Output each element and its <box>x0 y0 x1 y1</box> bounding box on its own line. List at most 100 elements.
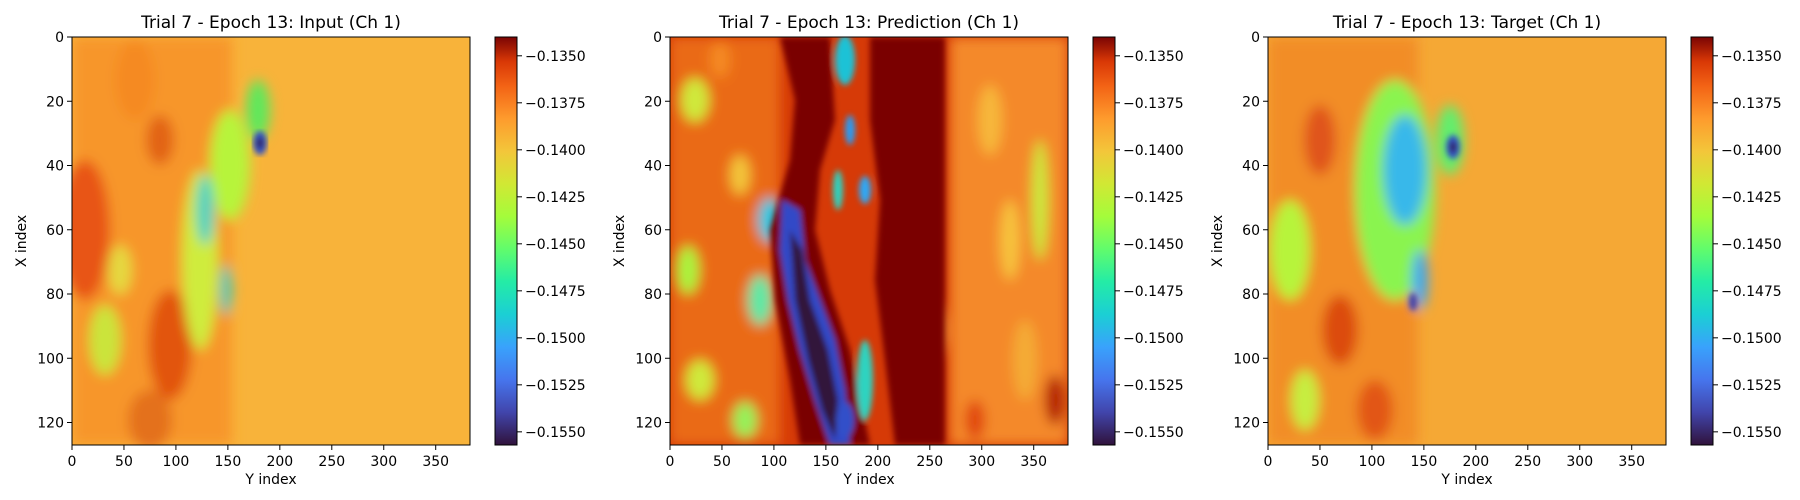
x-tick-label: 50 <box>1311 454 1329 470</box>
y-tick-label: 80 <box>644 287 662 303</box>
x-tick-label: 250 <box>916 454 943 470</box>
x-ticks: 0 50 100 150 200 250 300 350 <box>68 445 449 470</box>
x-tick-label: 100 <box>761 454 788 470</box>
colorbar: −0.1350 −0.1375 −0.1400 −0.1425 −0.1450 −0.14… <box>1092 36 1184 446</box>
y-tick-label: 80 <box>46 287 64 303</box>
colorbar-tick-label: −0.1375 <box>1123 96 1184 112</box>
x-tick-label: 250 <box>1514 454 1541 470</box>
colorbar-tick-label: −0.1450 <box>1123 237 1184 253</box>
axes-frame <box>71 36 471 446</box>
colorbar-tick-label: −0.1375 <box>1721 96 1782 112</box>
x-tick-label: 0 <box>1264 454 1273 470</box>
axes-frame <box>1267 36 1667 446</box>
axes-frame <box>669 36 1069 446</box>
y-tick-label: 100 <box>37 351 64 367</box>
x-tick-label: 200 <box>1462 454 1489 470</box>
colorbar-tick-label: −0.1500 <box>525 331 586 347</box>
x-tick-label: 50 <box>713 454 731 470</box>
x-tick-label: 150 <box>813 454 840 470</box>
x-tick-label: 350 <box>1618 454 1645 470</box>
y-tick-label: 120 <box>635 416 662 432</box>
y-axis-label: X index <box>1210 215 1226 267</box>
x-tick-label: 0 <box>68 454 77 470</box>
y-tick-label: 40 <box>46 159 64 175</box>
colorbar-ticks: −0.1350 −0.1375 −0.1400 −0.1425 −0.1450 −0.14… <box>517 49 586 441</box>
y-tick-label: 20 <box>1242 94 1260 110</box>
panel-title: Trial 7 - Epoch 13: Input (Ch 1) <box>140 13 401 33</box>
panel-target: Trial 7 - Epoch 13: Target (Ch 1) <box>1210 13 1782 488</box>
colorbar-tick-label: −0.1550 <box>525 425 586 441</box>
colorbar-tick-label: −0.1475 <box>1123 284 1184 300</box>
colorbar-tick-label: −0.1400 <box>1123 143 1184 159</box>
y-tick-label: 100 <box>1233 351 1260 367</box>
y-tick-label: 60 <box>644 223 662 239</box>
colorbar-tick-label: −0.1475 <box>1721 284 1782 300</box>
y-tick-label: 60 <box>1242 223 1260 239</box>
x-tick-label: 200 <box>864 454 891 470</box>
colorbar-tick-label: −0.1400 <box>1721 143 1782 159</box>
colorbar-tick-label: −0.1350 <box>1721 49 1782 65</box>
panel-title: Trial 7 - Epoch 13: Target (Ch 1) <box>1332 13 1601 33</box>
heatmap-image <box>72 37 470 445</box>
colorbar-tick-label: −0.1475 <box>525 284 586 300</box>
x-tick-label: 50 <box>115 454 133 470</box>
colorbar-tick-label: −0.1425 <box>1123 190 1184 206</box>
y-tick-label: 120 <box>37 416 64 432</box>
x-axis-label: Y index <box>1440 472 1492 488</box>
y-ticks: 0 20 40 60 80 100 120 <box>635 30 670 432</box>
colorbar-tick-label: −0.1525 <box>1123 378 1184 394</box>
y-tick-label: 0 <box>55 30 64 46</box>
y-tick-label: 40 <box>1242 159 1260 175</box>
y-tick-label: 120 <box>1233 416 1260 432</box>
colorbar-tick-label: −0.1525 <box>525 378 586 394</box>
x-tick-label: 100 <box>1359 454 1386 470</box>
colorbar-tick-label: −0.1425 <box>525 190 586 206</box>
x-axis-label: Y index <box>244 472 296 488</box>
colorbar-tick-label: −0.1450 <box>1721 237 1782 253</box>
heatmap-image <box>670 37 1068 445</box>
x-tick-label: 200 <box>266 454 293 470</box>
y-tick-label: 0 <box>653 30 662 46</box>
x-tick-label: 350 <box>422 454 449 470</box>
colorbar: −0.1350 −0.1375 −0.1400 −0.1425 −0.1450 −0.14… <box>494 36 586 446</box>
colorbar-tick-label: −0.1500 <box>1721 331 1782 347</box>
x-tick-label: 150 <box>215 454 242 470</box>
y-ticks: 0 20 40 60 80 100 120 <box>37 30 72 432</box>
colorbar-tick-label: −0.1450 <box>525 237 586 253</box>
x-tick-label: 300 <box>370 454 397 470</box>
colorbar-tick-label: −0.1350 <box>525 49 586 65</box>
colorbar-tick-label: −0.1525 <box>1721 378 1782 394</box>
colorbar-tick-label: −0.1550 <box>1721 425 1782 441</box>
y-tick-label: 0 <box>1251 30 1260 46</box>
x-tick-label: 250 <box>318 454 345 470</box>
y-tick-label: 20 <box>46 94 64 110</box>
y-tick-label: 80 <box>1242 287 1260 303</box>
x-ticks: 0 50 100 150 200 250 300 350 <box>666 445 1047 470</box>
x-tick-label: 100 <box>163 454 190 470</box>
colorbar-tick-label: −0.1500 <box>1123 331 1184 347</box>
panel-title: Trial 7 - Epoch 13: Prediction (Ch 1) <box>718 13 1019 33</box>
colorbar-tick-label: −0.1550 <box>1123 425 1184 441</box>
colorbar-tick-label: −0.1350 <box>1123 49 1184 65</box>
colorbar-tick-label: −0.1400 <box>525 143 586 159</box>
y-tick-label: 20 <box>644 94 662 110</box>
colorbar-tick-label: −0.1425 <box>1721 190 1782 206</box>
panel-input: Trial 7 - Epoch 13: Input (Ch 1) <box>14 13 586 488</box>
y-tick-label: 100 <box>635 351 662 367</box>
colorbar: −0.1350 −0.1375 −0.1400 −0.1425 −0.1450 −0.14… <box>1690 36 1782 446</box>
y-tick-label: 40 <box>644 159 662 175</box>
colorbar-ticks: −0.1350 −0.1375 −0.1400 −0.1425 −0.1450 −0.14… <box>1115 49 1184 441</box>
heatmap-image <box>1268 37 1666 445</box>
colorbar-tick-label: −0.1375 <box>525 96 586 112</box>
x-tick-label: 0 <box>666 454 675 470</box>
panel-prediction: Trial 7 - Epoch 13: Prediction (Ch 1) <box>612 13 1184 488</box>
x-ticks: 0 50 100 150 200 250 300 350 <box>1264 445 1645 470</box>
y-axis-label: X index <box>612 215 628 267</box>
x-tick-label: 150 <box>1411 454 1438 470</box>
y-ticks: 0 20 40 60 80 100 120 <box>1233 30 1268 432</box>
y-tick-label: 60 <box>46 223 64 239</box>
y-axis-label: X index <box>14 215 30 267</box>
x-tick-label: 350 <box>1020 454 1047 470</box>
x-tick-label: 300 <box>968 454 995 470</box>
